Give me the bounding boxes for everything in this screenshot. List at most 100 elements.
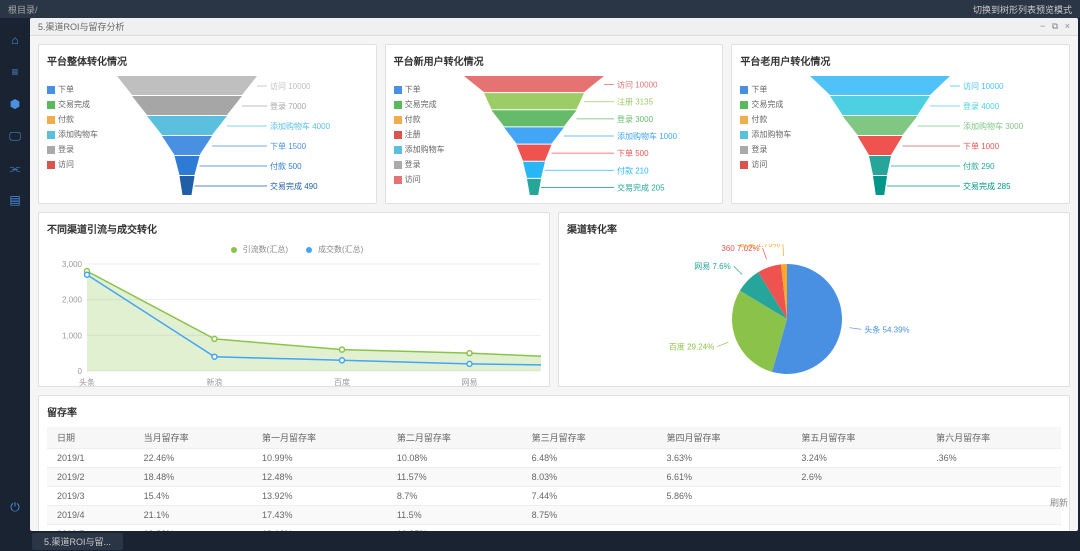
funnel-title: 平台老用户转化情况 xyxy=(740,53,1061,68)
funnel-stage xyxy=(504,127,564,143)
preview-mode-toggle[interactable]: 切换到树形列表预览模式 xyxy=(973,3,1072,16)
funnel-stage-label: 访问 10000 xyxy=(617,80,658,90)
legend-label: 下单 xyxy=(405,84,421,95)
funnel-stage-label: 添加购物车 4000 xyxy=(270,121,331,131)
refresh-link[interactable]: 刷新 xyxy=(1050,496,1068,509)
funnel-legend: 下单交易完成付款添加购物车登录访问 xyxy=(47,76,107,196)
breadcrumb[interactable]: 根目录/ xyxy=(8,3,38,16)
table-cell: 21.1% xyxy=(134,506,252,525)
funnel-legend: 下单交易完成付款注册添加购物车登录访问 xyxy=(394,76,454,196)
legend-swatch xyxy=(740,86,748,94)
table-cell: 8.7% xyxy=(387,487,522,506)
svg-text:百度: 百度 xyxy=(334,377,350,387)
share-icon[interactable]: ⫘ xyxy=(5,158,25,178)
table-cell: 3.63% xyxy=(656,449,791,468)
legend-item: 付款 xyxy=(394,114,454,125)
legend-item: 交易完成 xyxy=(47,99,107,110)
funnel-svg: 访问 10000登录 7000添加购物车 4000下单 1500付款 500交易… xyxy=(107,76,368,196)
legend-item: 登录 xyxy=(394,159,454,170)
funnel-stage-label: 登录 3000 xyxy=(617,114,654,124)
funnel-stage-label: 付款 210 xyxy=(617,165,649,175)
legend-item: 注册 xyxy=(394,129,454,140)
frame-titlebar: 5.渠道ROI与留存分析 − ⧉ × xyxy=(30,18,1078,36)
table-cell xyxy=(791,506,926,525)
funnel-stage xyxy=(162,136,212,155)
svg-text:网易: 网易 xyxy=(462,378,478,387)
file-icon[interactable]: ▤ xyxy=(5,190,25,210)
line-legend-item: 引流数(汇总) xyxy=(225,245,288,254)
line-legend-item: 成交数(汇总) xyxy=(300,245,363,254)
legend-label: 注册 xyxy=(405,129,421,140)
table-cell: 11.5% xyxy=(387,506,522,525)
legend-label: 交易完成 xyxy=(405,99,437,110)
table-header: 第二月留存率 xyxy=(387,427,522,449)
funnel-stage-label: 注册 3135 xyxy=(617,97,654,107)
funnel-stage-label: 添加购物车 3000 xyxy=(963,121,1024,131)
maximize-button[interactable]: ⧉ xyxy=(1052,21,1058,31)
legend-label: 登录 xyxy=(58,144,74,155)
pie-label: 百度 29.24% xyxy=(669,342,714,352)
line-chart-svg: 01,0002,0003,000头条新浪百度网易360 xyxy=(47,259,541,389)
layers-icon[interactable]: ⬢ xyxy=(5,94,25,114)
legend-item: 下单 xyxy=(47,84,107,95)
table-cell: 8.03% xyxy=(522,468,657,487)
funnel-card: 平台老用户转化情况下单交易完成付款添加购物车登录访问访问 10000登录 400… xyxy=(731,44,1070,204)
funnel-stage xyxy=(527,179,541,195)
display-icon[interactable]: 🖵 xyxy=(5,126,25,146)
legend-label: 付款 xyxy=(405,114,421,125)
funnel-card: 平台新用户转化情况下单交易完成付款注册添加购物车登录访问访问 10000注册 3… xyxy=(385,44,724,204)
db-icon[interactable]: ≡ xyxy=(5,62,25,82)
retention-card: 留存率 日期当月留存率第一月留存率第二月留存率第三月留存率第四月留存率第五月留存… xyxy=(38,395,1070,531)
legend-item: 访问 xyxy=(394,174,454,185)
legend-item: 付款 xyxy=(740,114,800,125)
legend-label: 添加购物车 xyxy=(58,129,98,140)
funnel-stage xyxy=(117,76,257,95)
svg-text:头条: 头条 xyxy=(79,377,95,387)
funnel-stage-label: 下单 1000 xyxy=(963,141,1000,151)
legend-label: 访问 xyxy=(751,159,767,170)
sidebar: ⌂ ≡ ⬢ 🖵 ⫘ ▤ ⏻ xyxy=(0,18,30,531)
retention-title: 留存率 xyxy=(47,404,1061,419)
legend-swatch xyxy=(231,247,237,253)
funnel-stage xyxy=(180,176,195,195)
power-icon[interactable]: ⏻ xyxy=(5,497,25,517)
legend-swatch xyxy=(740,131,748,139)
legend-swatch xyxy=(47,101,55,109)
line-chart-legend: 引流数(汇总) 成交数(汇总) xyxy=(47,244,541,255)
pie-label: 网易 7.6% xyxy=(694,262,730,271)
legend-label: 交易完成 xyxy=(58,99,90,110)
pie-chart-card: 渠道转化率 头条 54.39%百度 29.24%网易 7.6%360 7.02%… xyxy=(558,212,1070,387)
funnel-title: 平台整体转化情况 xyxy=(47,53,368,68)
table-header: 第五月留存率 xyxy=(791,427,926,449)
table-cell: 10.08% xyxy=(387,449,522,468)
frame-title-text: 5.渠道ROI与留存分析 xyxy=(38,20,125,33)
table-header: 当月留存率 xyxy=(134,427,252,449)
funnel-stage-label: 访问 10000 xyxy=(270,81,311,91)
close-button[interactable]: × xyxy=(1065,21,1070,31)
table-row: 2019/315.4%13.92%8.7%7.44%5.86% xyxy=(47,487,1061,506)
legend-label: 下单 xyxy=(751,84,767,95)
table-cell xyxy=(926,487,1061,506)
legend-swatch xyxy=(47,131,55,139)
funnel-stage xyxy=(132,96,242,115)
top-bar: 根目录/ 切换到树形列表预览模式 xyxy=(0,0,1080,18)
legend-swatch xyxy=(47,86,55,94)
table-header: 第六月留存率 xyxy=(926,427,1061,449)
funnel-stage xyxy=(869,156,891,175)
legend-swatch xyxy=(740,161,748,169)
home-icon[interactable]: ⌂ xyxy=(5,30,25,50)
funnel-stage xyxy=(843,116,918,135)
funnel-stage xyxy=(858,136,903,155)
main-frame: 5.渠道ROI与留存分析 − ⧉ × 平台整体转化情况下单交易完成付款添加购物车… xyxy=(30,18,1078,531)
legend-item: 下单 xyxy=(394,84,454,95)
legend-label: 添加购物车 xyxy=(751,129,791,140)
legend-label: 登录 xyxy=(405,159,421,170)
minimize-button[interactable]: − xyxy=(1040,21,1045,31)
table-header: 日期 xyxy=(47,427,134,449)
legend-item: 交易完成 xyxy=(740,99,800,110)
legend-swatch xyxy=(394,131,402,139)
open-tab[interactable]: 5.渠道ROI与留... xyxy=(32,533,123,550)
funnel-stage-label: 登录 7000 xyxy=(270,101,307,111)
funnel-title: 平台新用户转化情况 xyxy=(394,53,715,68)
table-cell: 3.24% xyxy=(791,449,926,468)
